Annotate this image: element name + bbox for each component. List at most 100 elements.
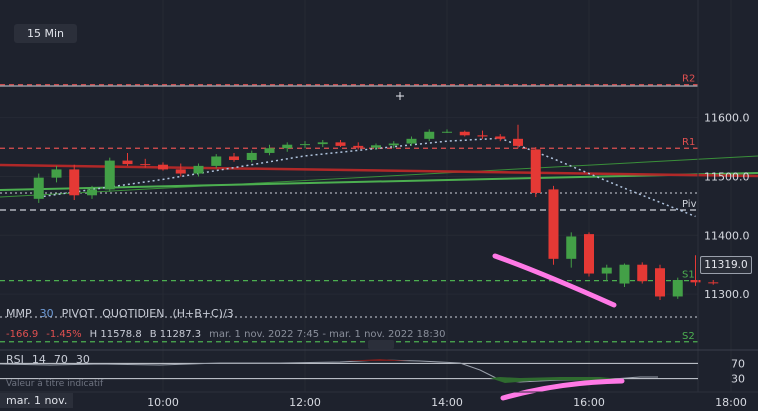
date-range: mar. 1 nov. 2022 7:45 - mar. 1 nov. 2022… [209,329,446,340]
candle-body [335,142,346,146]
candle-body [495,136,506,139]
candle-body [708,282,719,284]
last-price-label: 11319.0 [700,256,752,274]
rsi-legend: RSI 14 70 30 [6,353,90,366]
candle-body [317,142,328,145]
candle-body [282,144,293,149]
candle-body [211,156,222,166]
candle [708,280,719,285]
candle-body [513,138,523,146]
rsi-upper: 70 [53,353,68,366]
candle-body [175,169,186,174]
rsi-lower: 30 [75,353,90,366]
rsi-overbought-fill [345,359,410,361]
date-label: mar. 1 nov. [0,393,74,408]
timeframe-badge[interactable]: 15 Min [14,24,78,43]
candle-body [300,144,310,146]
candle [317,140,328,148]
candle [601,264,612,282]
candle [406,136,417,146]
candle [158,162,168,171]
candle-body [51,169,62,178]
candle-body [530,149,541,193]
candle-body [442,131,452,133]
candle [548,185,559,265]
candle-body [424,131,435,139]
candle [122,152,133,166]
candle-body [246,152,257,160]
candle-body [388,143,399,146]
candle-body [584,234,594,274]
change-pct: -1.45% [46,329,82,340]
candle [637,262,648,284]
candle [584,232,594,277]
pivot-label[interactable]: PIVOT [61,307,95,320]
rsi-disclaimer: Valeur à titre indicatif [6,379,104,389]
candle-body [353,145,364,148]
candle-body [193,165,204,174]
x-tick-label: 12:00 [289,396,321,409]
rsi-period: 14 [31,353,46,366]
candle-body [672,280,683,297]
candle [655,264,665,300]
candle-body [104,160,115,190]
candle [566,232,577,268]
x-tick-label: 16:00 [573,396,605,409]
candle [140,158,151,168]
candle-body [158,164,168,170]
candle [619,263,630,288]
pivot-level-label: R1 [682,137,695,148]
high-label: H [89,329,98,340]
candle [459,130,470,137]
pivot-level-label: R2 [682,74,695,85]
trend-line [0,155,758,198]
candle [87,185,97,199]
candle-body [140,164,151,166]
candle [211,154,222,169]
moving-average-line [38,137,696,218]
trend-line [0,172,758,191]
candle [264,144,275,156]
rsi-label[interactable]: RSI [6,353,24,366]
candle [69,164,80,200]
pivot-level-label: Piv [682,199,697,210]
rsi-level-label: 30 [731,373,745,386]
candle [690,255,701,286]
candles [33,124,719,300]
candle [335,140,346,148]
pivot-formula: (H+B+C)/3 [172,307,234,320]
candle [246,150,257,163]
candle [672,277,683,299]
candle [282,142,293,152]
x-tick-label: 18:00 [715,396,747,409]
annotations [396,92,625,401]
grid-lines [0,85,698,318]
rsi-oversold-fill [490,377,620,383]
candle [229,152,239,162]
y-tick-label: 11600.0 [704,112,750,125]
change-abs: -166.9 [6,329,39,340]
candle [300,141,310,149]
candle-body [122,160,133,165]
candle-body [229,156,239,160]
indicator-legend: MMP 30 PIVOT QUOTIDIEN (H+B+C)/3 [6,307,234,320]
candle-body [601,267,612,274]
candle-body [264,148,275,153]
candle-body [655,268,665,297]
ma-line [38,137,696,218]
x-tick-label: 14:00 [431,396,463,409]
candle [388,141,399,149]
candle-body [637,264,648,282]
mmp-label[interactable]: MMP [6,307,32,320]
candle-body [371,145,381,148]
pivot-levels: R2 R1 Piv S1 S2 [0,74,698,343]
mmp-period: 30 [39,307,54,320]
x-axis: 10:00 12:00 14:00 16:00 18:00 [0,391,758,409]
trend-lines [0,155,758,198]
candle-body [87,189,97,196]
y-tick-label: 11500.0 [704,170,750,183]
price-stats: -166.9 -1.45% H 11578.8 B 11287.3 mar. 1… [6,329,445,340]
low-value: 11287.3 [159,329,202,340]
candle-body [69,169,80,196]
